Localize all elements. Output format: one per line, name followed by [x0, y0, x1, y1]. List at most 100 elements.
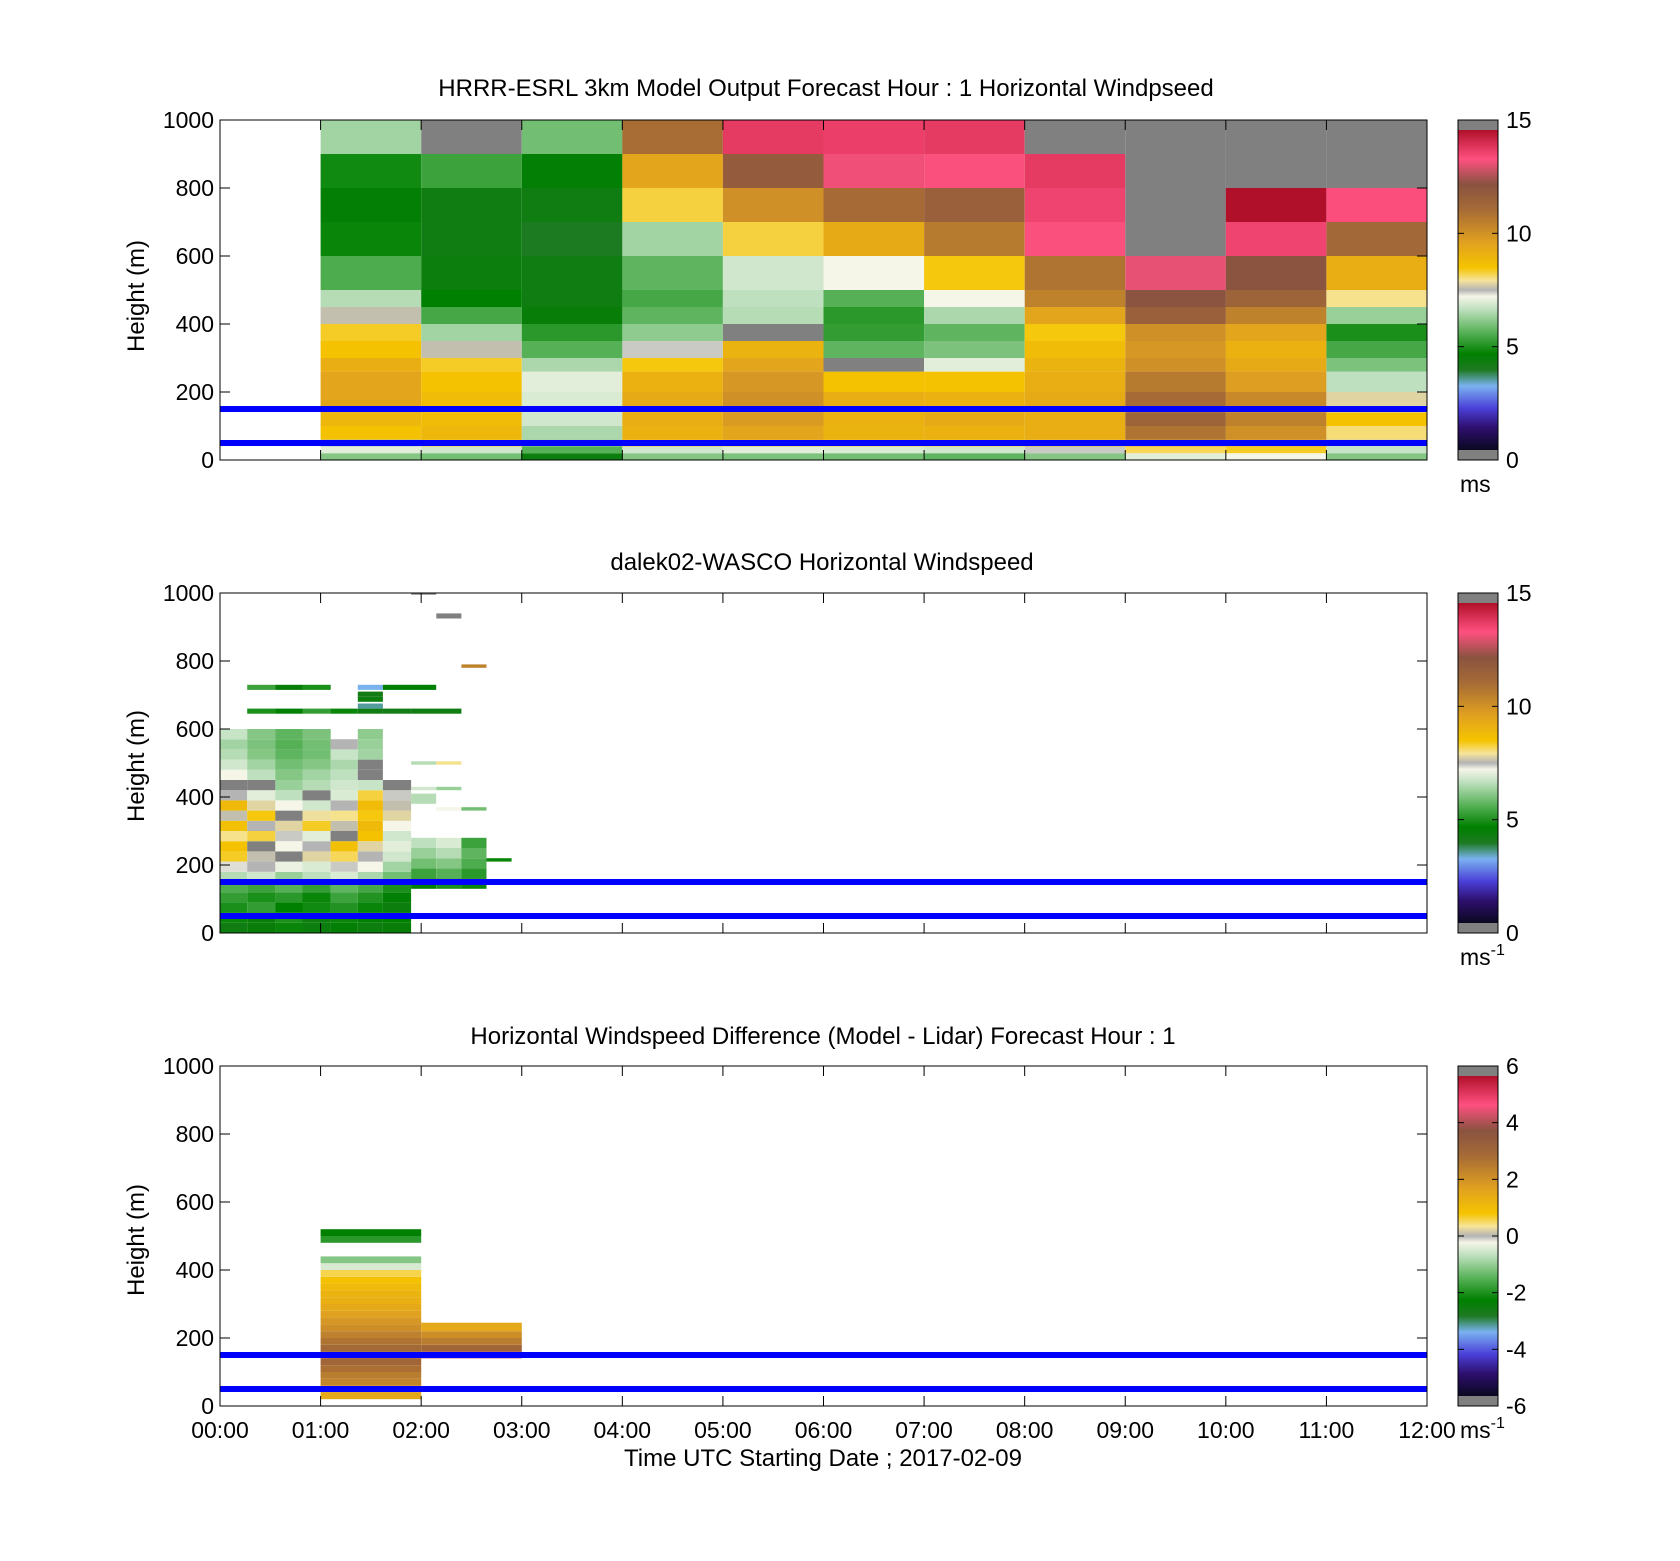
heatmap-cell [320, 1256, 422, 1264]
heatmap-cell [357, 841, 383, 852]
heatmap-cell [1024, 446, 1126, 454]
heatmap-cell [924, 120, 1025, 154]
heatmap-cell [330, 871, 358, 882]
heatmap-cell [302, 861, 331, 872]
heatmap-cell [247, 902, 276, 913]
y-tick-label: 800 [176, 1121, 214, 1147]
colorbar-over-cap [1458, 1066, 1498, 1076]
heatmap-cell [275, 831, 303, 842]
heatmap-cell [330, 800, 358, 811]
y-tick-label: 600 [176, 716, 214, 742]
heatmap-cell [521, 307, 623, 324]
heatmap-cell [275, 851, 303, 862]
heatmap-cell [521, 324, 623, 341]
heatmap-cell [302, 851, 331, 862]
x-tick-label: 09:00 [1096, 1417, 1154, 1443]
heatmap-cell [521, 453, 623, 460]
heatmap-cell [220, 739, 248, 750]
y-axis-ticks: 0 200 400 600 800 1000 [163, 1053, 1427, 1419]
heatmap-cell [521, 371, 623, 392]
heatmap-cell [247, 810, 276, 821]
heatmap-cell [1225, 324, 1327, 341]
plot-frame [219, 119, 1428, 461]
heatmap-cell [320, 1317, 422, 1325]
heatmap-cell [622, 371, 723, 392]
heatmap-cell [357, 800, 383, 811]
heatmap-cell [1326, 307, 1427, 324]
heatmap-cell [320, 412, 422, 426]
colorbar-tick-label: 5 [1506, 334, 1519, 360]
heatmap-cell [357, 749, 383, 760]
heatmap-cell [411, 761, 437, 765]
heatmap-cell [247, 769, 276, 780]
y-tick-label: 0 [201, 447, 214, 473]
heatmap-cell [823, 426, 925, 440]
colorbar-tick-label: 10 [1506, 220, 1532, 246]
y-tick-label: 800 [176, 175, 214, 201]
heatmap-cell [275, 922, 303, 933]
heatmap-cell [247, 684, 276, 690]
heatmap-cell [823, 120, 925, 154]
heatmap-cell [436, 858, 462, 869]
heatmap-cell [330, 810, 358, 821]
heatmap-cell [330, 749, 358, 760]
heatmap-cell [320, 1378, 422, 1386]
heatmap-cell [411, 837, 437, 848]
heatmap-cell [1125, 412, 1226, 426]
heatmap-cell [1125, 358, 1226, 372]
heatmap-cell [622, 341, 723, 358]
plot-frame [219, 592, 1428, 934]
heatmap-cell [1125, 222, 1226, 256]
heatmap-cell [486, 858, 512, 862]
heatmap-cell [302, 820, 331, 831]
x-tick-label: 07:00 [895, 1417, 953, 1443]
y-axis-label: Height (m) [123, 710, 150, 822]
heatmap-cell [521, 120, 623, 154]
y-tick-label: 200 [176, 852, 214, 878]
heatmap-cell [1125, 120, 1226, 154]
heatmap-cell [722, 341, 824, 358]
colorbar-gradient [1458, 130, 1498, 450]
heatmap-cell [330, 769, 358, 780]
heatmap-cell [722, 446, 824, 454]
heatmap-cell [275, 759, 303, 770]
heatmap-cell [521, 256, 623, 290]
heatmap-cell [220, 831, 248, 842]
heatmap-cell [275, 861, 303, 872]
heatmap-cell [382, 780, 412, 791]
colorbar-tick-label: 6 [1506, 1053, 1519, 1079]
heatmap-cell [461, 848, 487, 859]
heatmap-cell [220, 841, 248, 852]
chart-title: HRRR-ESRL 3km Model Output Forecast Hour… [438, 75, 1213, 102]
heatmap-cell [823, 256, 925, 290]
heatmap-cell [1125, 154, 1226, 188]
heatmap-cell [330, 831, 358, 842]
heatmap-cell [320, 1372, 422, 1379]
y-tick-label: 0 [201, 920, 214, 946]
heatmap-cell [722, 120, 824, 154]
heatmap-cell [220, 729, 248, 740]
heatmap-cell [411, 868, 437, 879]
colorbar-tick-label: -6 [1506, 1393, 1526, 1419]
heatmap-cell [461, 868, 487, 879]
colorbar: 0 5 10 15 ms [1457, 107, 1532, 497]
heatmap-cell [411, 793, 437, 804]
chart-title: Horizontal Windspeed Difference (Model -… [470, 1023, 1175, 1050]
y-tick-label: 600 [176, 1189, 214, 1215]
heatmap-cell [320, 154, 422, 188]
colorbar-frame [1457, 119, 1499, 461]
heatmap-cell [320, 1229, 422, 1236]
heatmap-cell [382, 831, 412, 842]
heatmap-cell [220, 749, 248, 760]
heatmap-cell [1024, 371, 1126, 392]
heatmap-cell [382, 882, 412, 893]
heatmap-cell [1225, 222, 1327, 256]
heatmap-cell [521, 426, 623, 440]
heatmap-cell [421, 341, 522, 358]
x-tick-label: 00:00 [191, 1417, 249, 1443]
x-tick-label: 05:00 [694, 1417, 752, 1443]
y-tick-label: 200 [176, 1325, 214, 1351]
colorbar-tick-label: -2 [1506, 1280, 1526, 1306]
heatmap-cell [421, 324, 522, 341]
heatmap-cell [330, 922, 358, 933]
